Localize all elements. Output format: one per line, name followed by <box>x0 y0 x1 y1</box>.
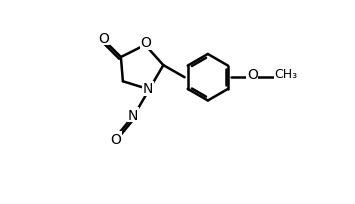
Text: N: N <box>143 82 153 96</box>
Text: O: O <box>141 36 152 50</box>
Text: O: O <box>98 32 109 45</box>
Text: CH₃: CH₃ <box>274 68 298 81</box>
Text: O: O <box>110 132 121 146</box>
Text: N: N <box>128 108 138 122</box>
Text: O: O <box>247 67 258 81</box>
